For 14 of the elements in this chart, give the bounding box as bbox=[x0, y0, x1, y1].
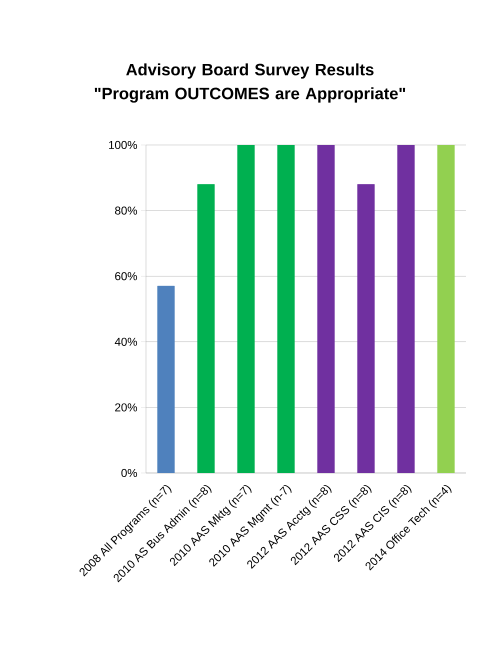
bar bbox=[197, 184, 215, 473]
bar bbox=[357, 184, 375, 473]
bar bbox=[317, 144, 335, 473]
bar bbox=[437, 144, 455, 473]
y-tick-label: 20% bbox=[115, 403, 138, 412]
bar bbox=[277, 144, 295, 473]
bar bbox=[397, 144, 415, 473]
y-tick-label: 0% bbox=[121, 468, 138, 478]
y-tick-label: 100% bbox=[109, 140, 138, 150]
y-tick-label: 60% bbox=[115, 272, 138, 280]
y-tick-label: 40% bbox=[114, 338, 138, 346]
chart-title: Advisory Board Survey Results "Program OUTCOMES are Appropriate" bbox=[94, 63, 406, 103]
bar bbox=[237, 144, 255, 473]
y-tick-label: 80% bbox=[115, 206, 138, 215]
